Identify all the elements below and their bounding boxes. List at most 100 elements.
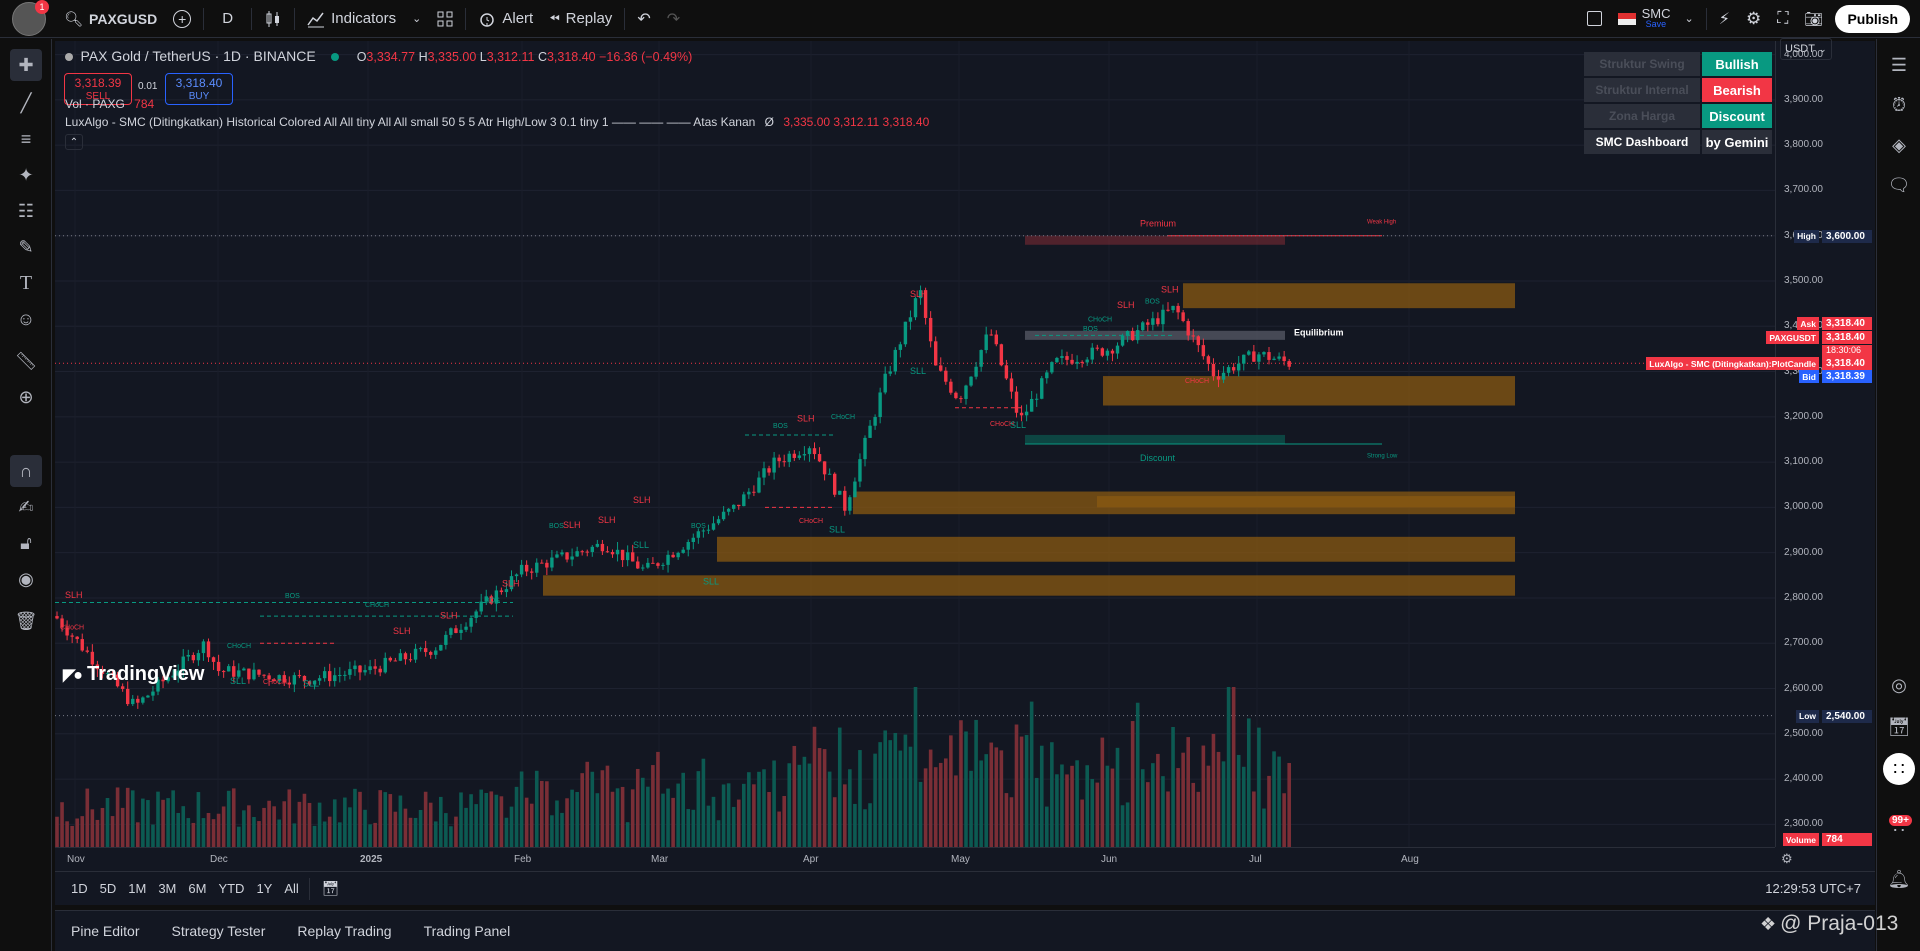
candle-body	[514, 574, 519, 577]
indicators-button[interactable]: Indicators	[299, 0, 404, 38]
buy-button[interactable]: 3,318.40 BUY	[165, 73, 233, 105]
layout-menu[interactable]: SMC Save ⌄	[1610, 0, 1702, 38]
templates-button[interactable]	[429, 0, 461, 38]
volume-bar	[75, 818, 79, 847]
timeframe-6m[interactable]: 6M	[188, 881, 207, 896]
volume-bar	[893, 732, 898, 847]
replay-button[interactable]: ⏪︎ Replay	[541, 0, 620, 38]
interval-button[interactable]: D	[222, 10, 234, 27]
chart-type-button[interactable]	[256, 0, 290, 38]
smc-label-slh: SLH	[563, 520, 581, 530]
sell-button[interactable]: 3,318.39 SELL	[64, 73, 132, 105]
target-icon[interactable]: ◎	[1891, 674, 1907, 695]
projection-icon[interactable]: ☷	[17, 200, 35, 221]
tab-strategy-tester[interactable]: Strategy Tester	[171, 923, 266, 939]
alert-button[interactable]: Alert	[470, 0, 541, 38]
timeframe-3m[interactable]: 3M	[158, 881, 177, 896]
lock-icon[interactable]: 🔓︎	[20, 532, 32, 553]
indicators-dropdown[interactable]: ⌄	[404, 0, 429, 38]
smc-label-slh: SLH	[598, 515, 616, 525]
divider	[251, 7, 253, 30]
snapshot-button[interactable]: 📷︎	[1796, 0, 1831, 38]
layout-toggle-button[interactable]	[1579, 0, 1610, 38]
pattern-icon[interactable]: ✦	[18, 164, 34, 185]
date-range-button[interactable]: 📅︎	[314, 880, 348, 897]
currency-selector[interactable]: USDT ⌄	[1780, 38, 1832, 60]
bell-icon[interactable]: 🔔︎	[1887, 868, 1911, 889]
trendline-icon[interactable]: ╱	[20, 92, 32, 113]
volume-legend[interactable]: Vol · PAXG 784	[65, 97, 154, 111]
volume-bar	[439, 796, 443, 847]
fullscreen-button[interactable]: ⛶	[1769, 0, 1796, 38]
volume-bar	[888, 740, 893, 847]
candle-body	[499, 590, 504, 593]
volume-bar	[994, 747, 999, 847]
candle-body	[65, 627, 69, 636]
volume-bar	[635, 768, 640, 847]
collapse-legend-button[interactable]: ⌃	[65, 134, 83, 150]
eye-icon[interactable]: ◉	[18, 568, 34, 589]
user-avatar[interactable]: 1	[12, 0, 49, 36]
volume-bar	[1186, 737, 1190, 847]
volume-bar	[555, 800, 559, 847]
timeframe-ytd[interactable]: YTD	[218, 881, 245, 896]
price-pane[interactable]: SLH CHoCH BOS CHoCH SLL CHoCH SLL SLH SLH CHoCH BO…	[55, 41, 1775, 847]
publish-button[interactable]: Publish	[1835, 4, 1910, 33]
tab-pine-editor[interactable]: Pine Editor	[71, 923, 140, 939]
volume-legend-label: Vol · PAXG	[65, 97, 125, 111]
scale-settings-button[interactable]: ⚙︎	[1775, 847, 1875, 871]
redo-button[interactable]: ↷	[659, 0, 688, 38]
symbol-search[interactable]: 🔍︎ PAXGUSD	[56, 0, 165, 38]
undo-button[interactable]: ↶	[629, 0, 658, 38]
volume-bar	[595, 793, 600, 847]
compare-symbol-button[interactable]: +	[165, 0, 199, 38]
volume-bar	[1171, 727, 1175, 847]
tab-trading-panel[interactable]: Trading Panel	[423, 923, 511, 939]
candle-body	[1014, 391, 1019, 413]
timeframe-5d[interactable]: 5D	[99, 881, 117, 896]
candle-body	[489, 596, 493, 604]
apps-icon[interactable]: ∷	[1883, 753, 1915, 785]
tab-replay-trading[interactable]: Replay Trading	[297, 923, 392, 939]
divider	[465, 7, 467, 30]
calendar-icon[interactable]: 📅︎	[1887, 716, 1911, 737]
search-icon: 🔍︎	[64, 10, 84, 28]
clock-timezone[interactable]: 12:29:53 UTC+7	[1765, 881, 1861, 896]
timeframe-1d[interactable]: 1D	[71, 881, 88, 896]
zoom-icon[interactable]: ⊕	[18, 386, 34, 407]
chart-area[interactable]: SLH CHoCH BOS CHoCH SLL CHoCH SLL SLH SLH CHoCH BO…	[55, 38, 1875, 871]
high-price-tag-value: 3,600.00	[1822, 229, 1872, 243]
timeframe-1m[interactable]: 1M	[128, 881, 147, 896]
time-scale[interactable]: Nov Dec 2025 Feb Mar Apr May Jun Jul Aug	[55, 847, 1775, 871]
layout-name-group: SMC Save	[1642, 7, 1671, 30]
layers-icon[interactable]: ◈	[1892, 134, 1906, 155]
fib-lines-icon[interactable]: ≡	[20, 128, 32, 149]
crosshair-icon[interactable]: ✚	[10, 49, 42, 81]
signal-icon[interactable]: ∴	[1893, 816, 1905, 837]
trash-icon[interactable]: 🗑︎	[14, 610, 38, 631]
lock-drawing-icon[interactable]: ✍︎	[18, 496, 34, 517]
candle-body	[575, 551, 579, 557]
symbol-title[interactable]: PAX Gold / TetherUS · 1D · BINANCE	[80, 48, 316, 64]
candle-body	[328, 671, 332, 682]
alerts-icon[interactable]: ⏰︎	[1891, 94, 1907, 115]
price-scale[interactable]: USDT ⌄ 4,000.00 3,900.00 3,800.00 3,700.00 3…	[1646, 38, 1875, 847]
quick-search-button[interactable]: ⚡︎	[1711, 0, 1738, 38]
smc-label-slh: SLH	[440, 610, 458, 620]
magnet-icon[interactable]: ∩	[10, 455, 42, 487]
timeframe-1y[interactable]: 1Y	[256, 881, 273, 896]
brush-icon[interactable]: ✎	[18, 236, 34, 257]
candle-body	[691, 537, 695, 543]
emoji-icon[interactable]: ☺	[16, 308, 36, 329]
volume-bar	[651, 765, 655, 847]
chat-icon[interactable]: 🗨︎	[1887, 174, 1911, 195]
text-icon[interactable]: T	[19, 271, 33, 294]
indicator-legend[interactable]: LuxAlgo - SMC (Ditingkatkan) Historical …	[65, 115, 929, 129]
volume-bar	[560, 812, 564, 847]
volume-bar	[373, 822, 377, 847]
watchlist-icon[interactable]: ☰	[1890, 54, 1908, 75]
settings-button[interactable]: ⚙︎	[1738, 0, 1769, 38]
ruler-icon[interactable]: 📏︎	[14, 350, 38, 371]
timeframe-all[interactable]: All	[284, 881, 299, 896]
